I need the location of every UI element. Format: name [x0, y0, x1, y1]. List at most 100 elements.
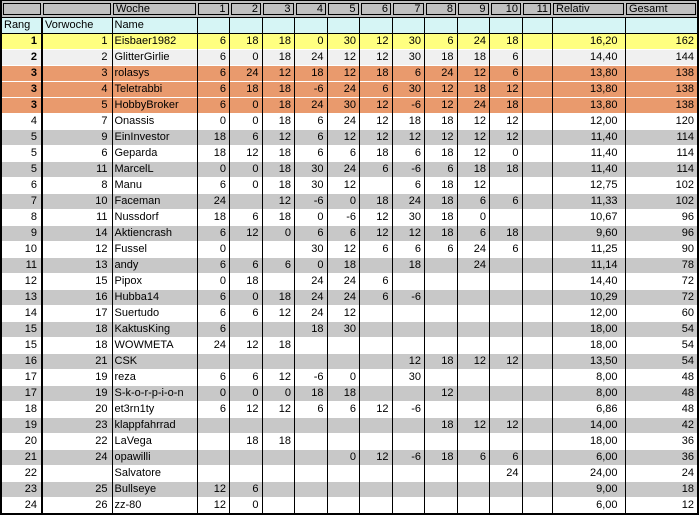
gesamt-cell: 78 [625, 256, 697, 273]
week-header-row: Woche 1 2 3 4 5 6 7 8 9 10 11 Relativ Gesamt [2, 1, 697, 18]
week-value-cell: 12 [424, 128, 458, 145]
week-value-cell [294, 448, 328, 465]
week-value-cell: 18 [457, 48, 490, 65]
table-row: 23 25 Bullseye 12 6 9,00 18 [2, 480, 697, 497]
empty-header-cell [197, 17, 230, 34]
week-value-cell: 12 [457, 128, 490, 145]
table-row: 5 6 Geparda 18 12 18 6 6 18 6 18 12 0 11,40 114 [2, 144, 697, 161]
relativ-cell: 13,80 [552, 96, 626, 113]
vorwoche-cell: 11 [42, 208, 113, 225]
week-value-cell [522, 320, 553, 337]
week-value-cell [327, 416, 360, 433]
week-value-cell [424, 432, 458, 449]
week-value-cell [392, 336, 425, 353]
vorwoche-cell: 9 [42, 128, 113, 145]
week-header-label: 11 [523, 2, 551, 15]
week-value-cell: 6 [489, 240, 523, 257]
gesamt-cell: 90 [625, 240, 697, 257]
gesamt-cell: 60 [625, 304, 697, 321]
week-value-cell: 24 [197, 192, 230, 209]
week-value-cell: 6 [489, 448, 523, 465]
week-value-cell: 12 [327, 304, 360, 321]
week-value-cell: 18 [424, 224, 458, 241]
week-value-cell: 30 [294, 176, 328, 193]
relativ-cell: 12,00 [552, 304, 626, 321]
week-value-cell [359, 384, 393, 401]
name-cell: klappfahrrad [112, 416, 198, 433]
name-header-row: Rang Vorwoche Name [2, 17, 697, 34]
week-value-cell [457, 304, 490, 321]
week-value-cell [522, 64, 553, 81]
week-value-cell: 24 [294, 48, 328, 65]
empty-header-cell [327, 17, 360, 34]
week-value-cell: 12 [424, 96, 458, 113]
week-value-cell: 12 [359, 208, 393, 225]
table-row: 21 24 opawilli 0 12 -6 18 6 6 6,00 36 [2, 448, 697, 465]
week-value-cell [489, 320, 523, 337]
week-value-cell [489, 304, 523, 321]
week-value-cell [294, 432, 328, 449]
table-row: 10 12 Fussel 0 30 12 6 6 6 24 6 11,25 90 [2, 240, 697, 257]
week-value-cell: 6 [197, 96, 230, 113]
name-cell: WOWMETA [112, 336, 198, 353]
empty-header-cell [262, 17, 295, 34]
week-value-cell [522, 272, 553, 289]
week-value-cell: 18 [197, 144, 230, 161]
week-value-cell: 6 [359, 80, 393, 97]
relativ-cell: 11,40 [552, 128, 626, 145]
gesamt-cell: 72 [625, 272, 697, 289]
week-value-cell [197, 448, 230, 465]
week-value-cell: 18 [262, 176, 295, 193]
week-value-cell: 6 [359, 240, 393, 257]
week-value-cell: 6 [489, 192, 523, 209]
week-value-cell: 12 [392, 224, 425, 241]
week-value-cell [392, 384, 425, 401]
empty-header-cell [522, 17, 553, 34]
vorwoche-cell: 25 [42, 480, 113, 497]
empty-header-cell [625, 17, 697, 34]
week-value-cell: 6 [327, 144, 360, 161]
week-header-cell: 1 [197, 1, 230, 18]
week-value-cell: 30 [392, 32, 425, 49]
name-cell: rolasys [112, 64, 198, 81]
week-value-cell: 0 [294, 32, 328, 49]
week-value-cell: 6 [294, 128, 328, 145]
name-cell: Onassis [112, 112, 198, 129]
week-value-cell [489, 272, 523, 289]
week-header-label: 9 [458, 2, 489, 15]
week-value-cell: 12 [197, 496, 230, 513]
week-value-cell: 24 [457, 256, 490, 273]
rang-cell: 5 [2, 160, 43, 177]
table-row: 1 1 Eisbaer1982 6 18 18 0 30 12 30 6 24 18 16,20 162 [2, 32, 697, 49]
gesamt-cell: 120 [625, 112, 697, 129]
week-value-cell [359, 320, 393, 337]
rang-cell: 5 [2, 128, 43, 145]
week-value-cell: 12 [359, 112, 393, 129]
week-value-cell [262, 448, 295, 465]
week-value-cell: 12 [457, 144, 490, 161]
relativ-cell: 14,00 [552, 416, 626, 433]
vorwoche-cell: 1 [42, 32, 113, 49]
gesamt-cell: 48 [625, 400, 697, 417]
week-value-cell: 18 [229, 80, 263, 97]
week-value-cell: 18 [392, 256, 425, 273]
week-value-cell [522, 448, 553, 465]
week-value-cell: 12 [489, 128, 523, 145]
week-value-cell: 12 [262, 400, 295, 417]
week-value-cell: 12 [262, 64, 295, 81]
week-value-cell: -6 [327, 208, 360, 225]
gesamt-cell: 36 [625, 432, 697, 449]
week-value-cell: 24 [294, 304, 328, 321]
relativ-cell: 14,40 [552, 272, 626, 289]
gesamt-cell: 114 [625, 160, 697, 177]
empty-header-cell [489, 17, 523, 34]
rang-cell: 9 [2, 224, 43, 241]
gesamt-cell: 42 [625, 416, 697, 433]
week-value-cell: -6 [294, 192, 328, 209]
week-value-cell [359, 176, 393, 193]
week-value-cell [392, 496, 425, 513]
week-value-cell [359, 256, 393, 273]
empty-header-cell [424, 17, 458, 34]
rang-cell: 6 [2, 176, 43, 193]
week-value-cell: 30 [392, 368, 425, 385]
